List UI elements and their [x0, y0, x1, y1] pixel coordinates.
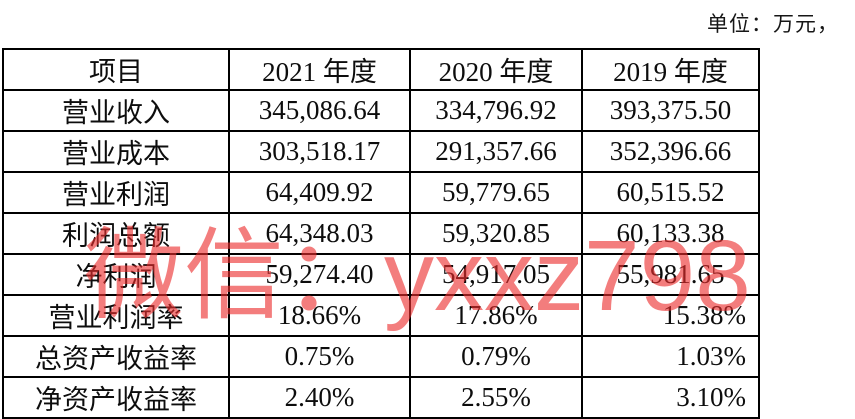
- cell-value: 60,133.38: [581, 212, 760, 255]
- table-row: 净资产收益率 2.40% 2.55% 3.10%: [2, 376, 760, 419]
- cell-value: 1.03%: [581, 335, 760, 378]
- cell-value: 60,515.52: [581, 171, 760, 214]
- cell-value: 64,348.03: [228, 212, 411, 255]
- cell-value: 55,981.65: [581, 253, 760, 296]
- financial-summary-table: 项目 2021 年度 2020 年度 2019 年度 营业收入 345,086.…: [2, 48, 760, 419]
- cell-value: 303,518.17: [228, 130, 411, 173]
- table-row: 营业成本 303,518.17 291,357.66 352,396.66: [2, 130, 760, 173]
- cell-value: 59,320.85: [409, 212, 583, 255]
- cell-value: 291,357.66: [409, 130, 583, 173]
- row-label: 营业利润: [2, 171, 230, 214]
- cell-value: 0.79%: [409, 335, 583, 378]
- header-year-2020: 2020 年度: [409, 48, 583, 91]
- row-label: 利润总额: [2, 212, 230, 255]
- table-header-row: 项目 2021 年度 2020 年度 2019 年度: [2, 48, 760, 91]
- row-label: 总资产收益率: [2, 335, 230, 378]
- unit-label: 单位：万元，: [707, 12, 839, 36]
- cell-value: 334,796.92: [409, 89, 583, 132]
- table-row: 净利润 59,274.40 54,917.05 55,981.65: [2, 253, 760, 296]
- header-year-2019: 2019 年度: [581, 48, 760, 91]
- cell-value: 59,274.40: [228, 253, 411, 296]
- cell-value: 3.10%: [581, 376, 760, 419]
- header-item: 项目: [2, 48, 230, 91]
- row-label: 营业成本: [2, 130, 230, 173]
- cell-value: 2.40%: [228, 376, 411, 419]
- row-label: 营业收入: [2, 89, 230, 132]
- table-row: 营业收入 345,086.64 334,796.92 393,375.50: [2, 89, 760, 132]
- cell-value: 2.55%: [409, 376, 583, 419]
- table-row: 总资产收益率 0.75% 0.79% 1.03%: [2, 335, 760, 378]
- row-label: 净资产收益率: [2, 376, 230, 419]
- cell-value: 352,396.66: [581, 130, 760, 173]
- cell-value: 0.75%: [228, 335, 411, 378]
- row-label: 净利润: [2, 253, 230, 296]
- table-row: 营业利润率 18.66% 17.86% 15.38%: [2, 294, 760, 337]
- cell-value: 393,375.50: [581, 89, 760, 132]
- cell-value: 345,086.64: [228, 89, 411, 132]
- row-label: 营业利润率: [2, 294, 230, 337]
- header-year-2021: 2021 年度: [228, 48, 411, 91]
- cell-value: 18.66%: [228, 294, 411, 337]
- cell-value: 64,409.92: [228, 171, 411, 214]
- cell-value: 54,917.05: [409, 253, 583, 296]
- cell-value: 15.38%: [581, 294, 760, 337]
- cell-value: 17.86%: [409, 294, 583, 337]
- table-row: 营业利润 64,409.92 59,779.65 60,515.52: [2, 171, 760, 214]
- cell-value: 59,779.65: [409, 171, 583, 214]
- table-row: 利润总额 64,348.03 59,320.85 60,133.38: [2, 212, 760, 255]
